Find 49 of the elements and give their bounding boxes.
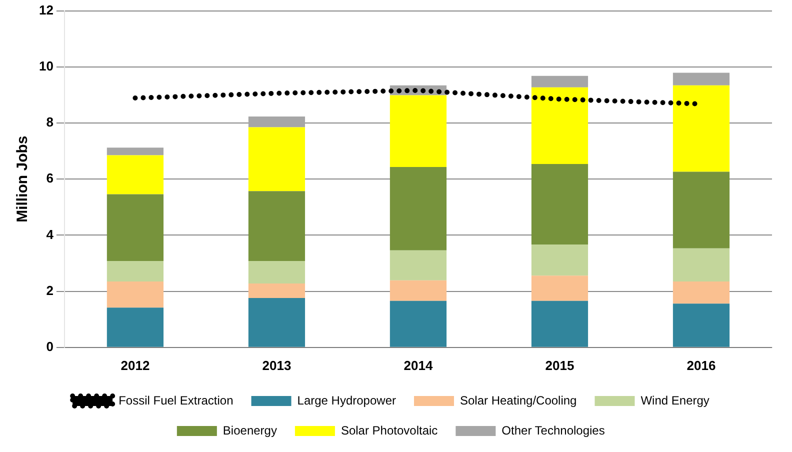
x-tick-label: 2012 — [120, 358, 150, 373]
bar — [248, 127, 306, 192]
bar — [390, 300, 447, 347]
legend-label: Large Hydropower — [297, 393, 396, 408]
bar — [106, 261, 164, 282]
bar — [672, 172, 730, 248]
bar — [672, 85, 730, 172]
legend-label: Fossil Fuel Extraction — [118, 393, 234, 408]
bar — [531, 164, 588, 244]
bar — [672, 304, 730, 347]
bar — [248, 116, 306, 128]
bar — [531, 300, 588, 347]
legend-label: Solar Heating/Cooling — [460, 393, 577, 408]
y-tick-label: 2 — [46, 282, 54, 298]
bar — [531, 87, 588, 164]
legend-label: Solar Photovoltaic — [340, 423, 438, 438]
bar — [531, 276, 588, 301]
y-axis-title: Million Jobs — [14, 136, 32, 222]
bar — [672, 248, 730, 282]
bar — [106, 148, 164, 156]
bar — [248, 298, 306, 347]
y-tick-label: 10 — [38, 58, 54, 74]
x-tick-label: 2015 — [545, 358, 574, 373]
x-tick-label: 2016 — [686, 358, 716, 373]
y-tick-label: 0 — [46, 338, 54, 354]
bar — [248, 191, 306, 262]
legend-label: Other Technologies — [502, 423, 605, 438]
y-tick-label: 6 — [46, 170, 54, 186]
bar — [106, 308, 164, 347]
y-tick-label: 12 — [38, 2, 54, 18]
x-tick-label: 2013 — [262, 358, 292, 373]
legend-label: Wind Energy — [640, 393, 710, 408]
bar — [248, 261, 306, 284]
x-tick-label: 2014 — [404, 358, 434, 373]
y-tick-label: 8 — [46, 114, 54, 130]
bar — [106, 194, 164, 262]
bar — [390, 280, 447, 301]
bar — [106, 281, 164, 308]
bar — [531, 76, 588, 88]
bar — [672, 72, 730, 86]
bar — [672, 281, 730, 304]
legend-label: Bioenergy — [222, 423, 277, 438]
bar — [531, 244, 588, 276]
bar — [106, 155, 164, 194]
bar — [390, 250, 447, 280]
y-tick-label: 4 — [46, 226, 54, 242]
bar — [390, 167, 447, 250]
bar — [248, 283, 306, 298]
bar — [390, 95, 447, 168]
